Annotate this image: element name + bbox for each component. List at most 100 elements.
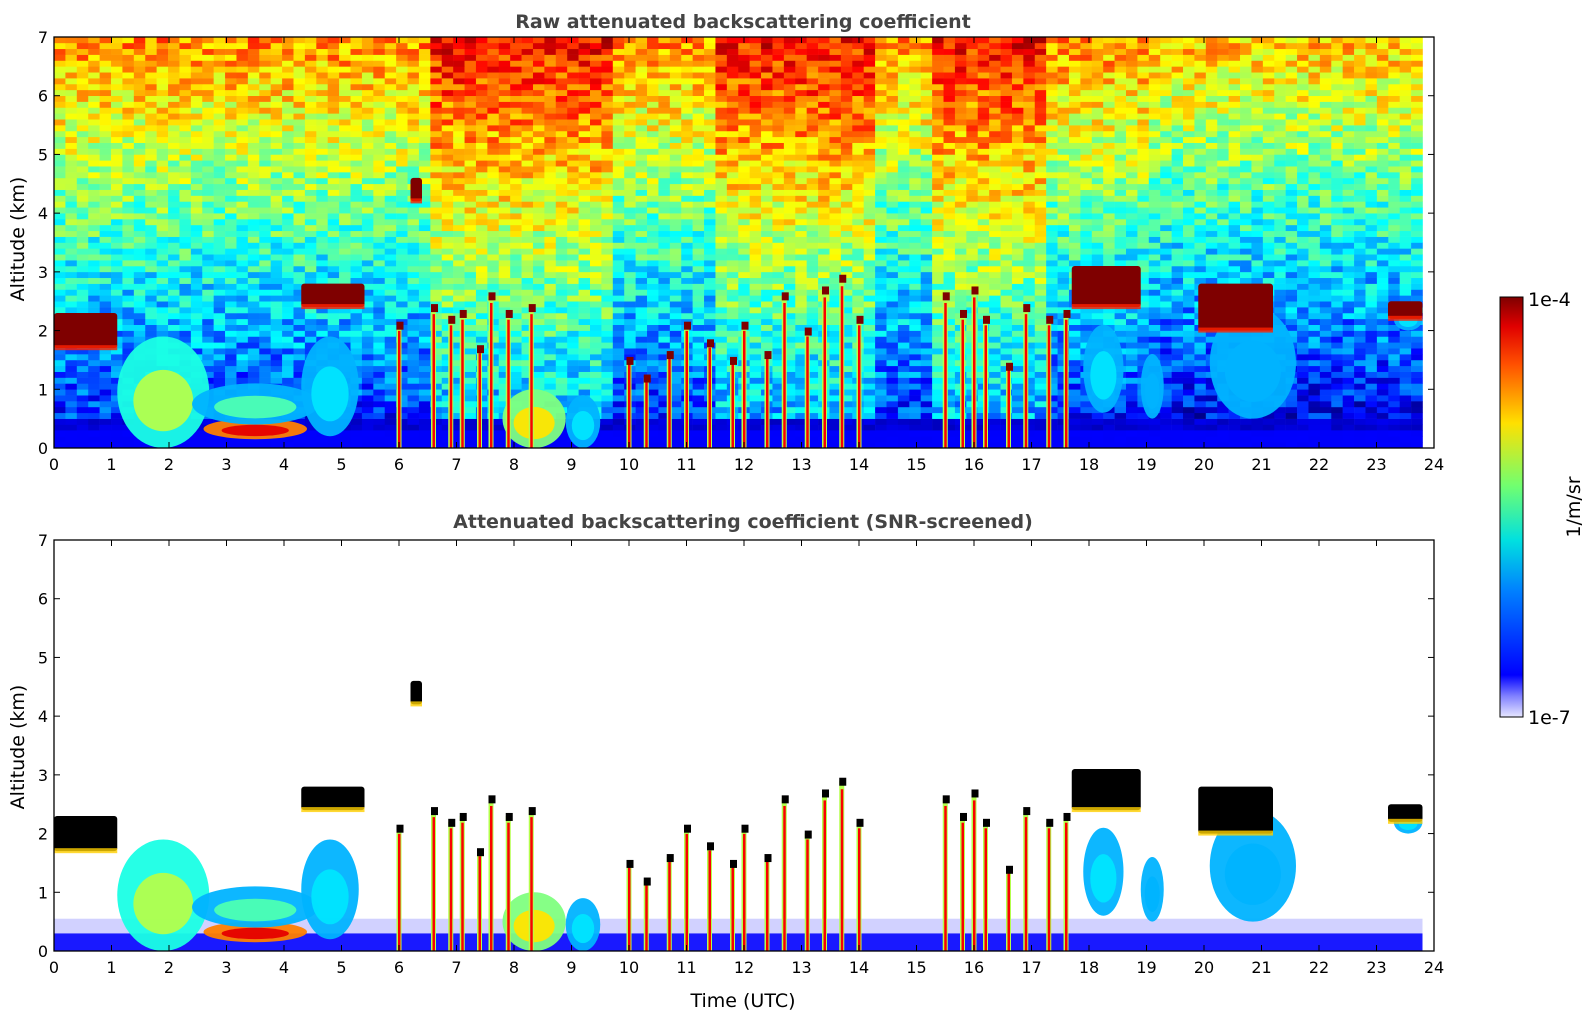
noise-cell bbox=[498, 307, 511, 314]
noise-cell bbox=[943, 418, 956, 425]
noise-cell bbox=[1308, 365, 1321, 372]
noise-cell bbox=[510, 301, 522, 308]
noise-cell bbox=[168, 254, 180, 261]
noise-cell bbox=[373, 401, 386, 408]
noise-cell bbox=[213, 248, 226, 255]
noise-cell bbox=[475, 248, 488, 255]
noise-cell bbox=[1000, 260, 1013, 267]
noise-cell bbox=[145, 230, 157, 237]
noise-cell bbox=[920, 295, 933, 302]
noise-cell bbox=[1319, 265, 1332, 273]
noise-cell bbox=[213, 265, 226, 273]
noise-cell bbox=[909, 207, 922, 214]
noise-cell bbox=[647, 383, 659, 390]
noise-cell bbox=[168, 277, 180, 284]
noise-cell bbox=[1217, 254, 1229, 261]
noise-cell bbox=[133, 219, 146, 226]
noise-cell bbox=[54, 354, 66, 361]
noise-cell bbox=[875, 289, 887, 296]
noise-cell bbox=[1160, 324, 1172, 331]
noise-cell bbox=[1034, 242, 1047, 249]
noise-cell bbox=[795, 424, 807, 431]
noise-cell bbox=[966, 265, 979, 273]
noise-cell bbox=[1091, 418, 1104, 425]
noise-cell bbox=[1251, 207, 1264, 214]
noise-cell bbox=[886, 336, 899, 343]
noise-cell bbox=[190, 271, 203, 279]
noise-cell bbox=[1080, 318, 1093, 325]
noise-cell bbox=[247, 365, 260, 372]
noise-cell bbox=[1148, 336, 1161, 343]
noise-cell bbox=[293, 260, 306, 267]
noise-cell bbox=[1000, 236, 1013, 243]
noise-cell bbox=[806, 230, 819, 237]
noise-cell bbox=[1319, 383, 1332, 390]
noise-cell bbox=[1274, 260, 1286, 267]
noise-cell bbox=[441, 265, 454, 273]
noise-cell bbox=[772, 295, 785, 302]
noise-cell bbox=[1411, 371, 1423, 378]
noise-cell bbox=[1091, 248, 1104, 255]
noise-cell bbox=[909, 277, 922, 284]
noise-cell bbox=[1125, 359, 1138, 367]
noise-cell bbox=[282, 254, 294, 261]
noise-cell bbox=[1399, 260, 1412, 267]
noise-cell bbox=[1091, 230, 1104, 237]
noise-cell bbox=[99, 201, 112, 208]
noise-cell bbox=[852, 213, 864, 220]
noise-cell bbox=[247, 260, 260, 267]
noise-cell bbox=[1411, 354, 1423, 361]
noise-cell bbox=[88, 377, 100, 384]
noise-cell bbox=[863, 283, 876, 290]
noise-cell bbox=[1125, 389, 1138, 396]
noise-cell bbox=[772, 265, 785, 273]
noise-cell bbox=[464, 424, 477, 431]
noise-cell bbox=[1365, 213, 1378, 220]
noise-cell bbox=[1000, 301, 1013, 308]
noise-cell bbox=[384, 336, 397, 343]
noise-cell bbox=[761, 277, 773, 284]
noise-cell bbox=[852, 242, 864, 249]
noise-cell bbox=[1331, 348, 1343, 355]
noise-cell bbox=[293, 330, 306, 337]
noise-cell bbox=[966, 242, 979, 249]
noise-cell bbox=[989, 401, 1001, 408]
noise-cell bbox=[875, 365, 887, 372]
noise-cell bbox=[213, 354, 226, 361]
noise-cell bbox=[875, 224, 887, 232]
noise-cell bbox=[1399, 330, 1412, 337]
noise-cell bbox=[909, 359, 922, 367]
noise-cell bbox=[407, 365, 420, 372]
noise-cell bbox=[464, 418, 477, 425]
noise-cell bbox=[1068, 336, 1081, 343]
noise-cell bbox=[168, 248, 180, 255]
noise-cell bbox=[544, 312, 557, 320]
noise-cell bbox=[749, 371, 762, 378]
noise-cell bbox=[1068, 389, 1081, 396]
noise-cell bbox=[1183, 265, 1195, 273]
noise-cell bbox=[1274, 271, 1286, 279]
noise-cell bbox=[624, 236, 636, 243]
noise-cell bbox=[361, 277, 374, 284]
noise-cell bbox=[772, 307, 785, 314]
noise-cell bbox=[373, 242, 386, 249]
noise-cell bbox=[669, 336, 682, 343]
noise-cell bbox=[692, 236, 705, 243]
noise-cell bbox=[111, 201, 123, 208]
noise-cell bbox=[669, 424, 682, 431]
noise-cell bbox=[1068, 348, 1081, 355]
noise-cell bbox=[1285, 260, 1298, 267]
noise-cell bbox=[304, 277, 317, 284]
noise-cell bbox=[1057, 207, 1070, 214]
noise-cell bbox=[863, 336, 876, 343]
noise-cell bbox=[1057, 365, 1070, 372]
noise-cell bbox=[1068, 242, 1081, 249]
noise-cell bbox=[897, 318, 910, 325]
noise-cell bbox=[350, 248, 363, 255]
noise-cell bbox=[1251, 224, 1264, 232]
noise-cell bbox=[396, 289, 408, 296]
noise-cell bbox=[304, 201, 317, 208]
noise-cell bbox=[692, 336, 705, 343]
noise-cell bbox=[578, 236, 591, 243]
noise-cell bbox=[932, 395, 944, 402]
